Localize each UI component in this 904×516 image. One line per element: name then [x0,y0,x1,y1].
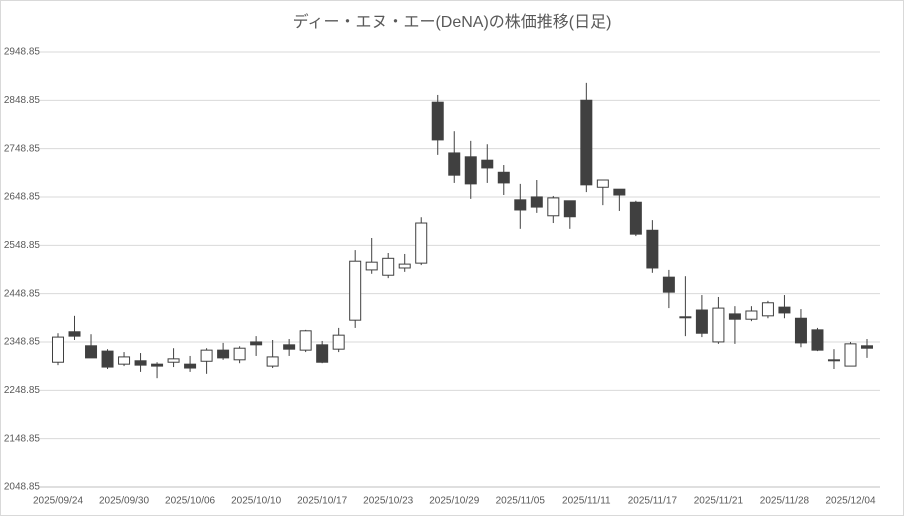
candle-body [497,171,510,184]
candle-body [167,358,180,363]
candle-body [464,156,477,185]
x-tick-label: 2025/12/04 [825,496,875,507]
candle-body [200,349,213,362]
candle-body [415,222,428,264]
candle-body [349,260,362,321]
candle-body [728,313,741,320]
candle-body [745,310,758,320]
candle-body [811,329,824,351]
x-tick-label: 2025/10/10 [231,496,281,507]
candle-body [646,229,659,269]
chart-title: ディー・エヌ・エー(DeNA)の株価推移(日足) [293,12,612,31]
candle-body [283,344,296,350]
y-tick-label: 2948.85 [4,47,41,58]
y-tick-label: 2448.85 [4,288,41,299]
y-tick-label: 2548.85 [4,240,41,251]
x-tick-label: 2025/10/23 [363,496,413,507]
candle-body [382,257,395,276]
candle-body [250,341,263,346]
x-tick-label: 2025/11/11 [562,496,611,507]
x-tick-label: 2025/09/24 [33,496,83,507]
candle-body [778,306,791,314]
candle-body [794,317,807,344]
y-tick-label: 2248.85 [4,385,41,396]
candle-body [365,261,378,271]
candle-body [68,331,81,337]
candle-body [695,309,708,334]
x-tick-label: 2025/09/30 [99,496,149,507]
candle-body [52,336,65,363]
candle-body [299,330,312,351]
candle-body [662,276,675,293]
candle-body [712,307,725,343]
y-tick-label: 2848.85 [4,95,41,106]
y-tick-label: 2348.85 [4,337,41,348]
x-tick-label: 2025/10/17 [297,496,347,507]
candle-body [151,363,164,367]
candle-body [481,159,494,169]
x-tick-label: 2025/10/29 [429,496,479,507]
y-tick-label: 2148.85 [4,433,41,444]
candle-body [85,345,98,359]
candle-body [761,302,774,317]
candle-body [134,360,147,366]
candle-body [629,201,642,235]
y-tick-label: 2748.85 [4,143,41,154]
candle-body [184,363,197,369]
x-tick-label: 2025/11/05 [496,496,546,507]
candle-body [530,196,543,208]
candle-body [332,334,345,350]
candle-body [563,200,576,218]
candle-body [580,99,593,186]
candle-body [266,356,279,367]
candle-body [827,359,840,362]
y-tick-label: 2048.85 [4,482,41,493]
candle-body [547,197,560,217]
candle-body [613,188,626,196]
x-tick-label: 2025/10/06 [165,496,215,507]
candle-body [448,152,461,176]
candle-body [398,263,411,269]
candle-body [514,199,527,211]
candle-body [118,356,131,365]
candle-body [596,179,609,188]
candle-body [233,347,246,361]
x-tick-label: 2025/11/17 [628,496,678,507]
candle-body [217,349,230,359]
candle-body [431,101,444,141]
y-tick-label: 2648.85 [4,192,41,203]
candle-body [860,345,873,349]
candle-body [844,343,857,367]
candle-body [101,350,114,368]
x-tick-label: 2025/11/28 [760,496,810,507]
candle-body [679,316,692,319]
x-tick-label: 2025/11/21 [694,496,744,507]
candle-body [316,344,329,363]
